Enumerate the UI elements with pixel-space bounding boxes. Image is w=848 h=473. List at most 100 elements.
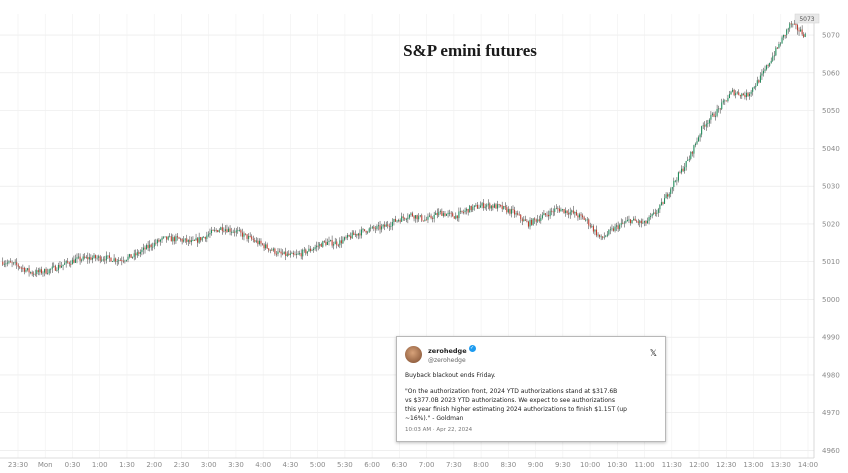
candle-body <box>705 123 707 127</box>
x-tick-label: 4:00 <box>255 461 271 469</box>
avatar <box>405 345 422 363</box>
y-tick-label: 5050 <box>822 107 840 115</box>
candle-body <box>360 229 363 236</box>
candle-body <box>129 254 131 257</box>
candle-body <box>469 205 471 213</box>
candle-body <box>232 231 234 233</box>
candle-body <box>3 263 5 265</box>
candle-body <box>687 159 689 162</box>
candle-body <box>99 256 101 261</box>
candle-body <box>603 236 605 238</box>
candle-body <box>540 218 542 221</box>
candle-body <box>124 260 126 262</box>
candle-body <box>102 259 104 261</box>
candle-body <box>517 213 519 215</box>
candle-body <box>398 220 400 221</box>
candle-body <box>676 180 678 182</box>
candle-series <box>2 19 806 278</box>
candle-body <box>187 239 189 242</box>
candle-body <box>215 229 217 231</box>
candle-body <box>16 262 18 265</box>
candle-body <box>142 247 145 250</box>
candle-body <box>367 231 369 233</box>
candle-body <box>524 219 526 221</box>
candle-body <box>172 237 174 242</box>
candle-body <box>248 235 250 239</box>
candle-body <box>252 239 254 241</box>
candle-body <box>770 60 772 64</box>
candle-body <box>336 241 338 246</box>
candle-body <box>631 220 633 224</box>
candle-body <box>150 244 152 248</box>
candle-body <box>370 227 372 229</box>
candle-body <box>572 210 574 214</box>
y-tick-label: 5030 <box>822 183 840 191</box>
candle-body <box>651 213 653 217</box>
candle-body <box>81 259 83 261</box>
candle-body <box>561 209 564 210</box>
candle-body <box>198 237 200 243</box>
candle-body <box>421 215 423 221</box>
candle-body <box>762 70 765 74</box>
candle-body <box>602 236 604 238</box>
candle-body <box>634 218 636 221</box>
candle-body <box>585 219 587 221</box>
candle-body <box>238 230 240 232</box>
candle-body <box>227 228 230 233</box>
candle-body <box>735 93 737 96</box>
candle-body <box>640 220 642 224</box>
candle-body <box>715 115 717 117</box>
candle-body <box>65 261 67 264</box>
candle-body <box>221 227 223 231</box>
candle-body <box>277 251 279 255</box>
candle-body <box>87 257 89 260</box>
candle-body <box>342 239 344 244</box>
candle-body <box>608 229 610 235</box>
candle-body <box>551 210 553 212</box>
candle-body <box>599 234 601 237</box>
y-tick-label: 5070 <box>822 32 840 40</box>
candle-body <box>266 244 268 249</box>
candle-body <box>612 228 615 231</box>
y-tick-label: 4970 <box>822 409 840 417</box>
candle-body <box>673 180 675 187</box>
candle-body <box>408 214 410 218</box>
candle-body <box>793 23 795 25</box>
candle-body <box>622 222 624 224</box>
candle-body <box>680 168 683 173</box>
candle-body <box>541 215 543 219</box>
candle-body <box>750 91 752 94</box>
candle-body <box>589 225 591 227</box>
candle-body <box>62 264 64 267</box>
candle-body <box>158 239 160 242</box>
candle-body <box>786 29 788 36</box>
candle-body <box>779 43 782 45</box>
candle-body <box>574 212 576 214</box>
candle-body <box>685 161 687 168</box>
candle-body <box>364 229 366 231</box>
candle-body <box>76 257 78 259</box>
candle-body <box>323 241 325 242</box>
candle-body <box>575 212 577 216</box>
candle-body <box>708 119 710 124</box>
candle-body <box>90 257 92 260</box>
candle-body <box>263 244 265 249</box>
candle-body <box>571 210 573 212</box>
candle-body <box>668 193 670 197</box>
candle-body <box>438 212 440 216</box>
candle-body <box>260 240 262 244</box>
candle-body <box>305 249 307 254</box>
candle-body <box>523 219 525 222</box>
candle-body <box>619 224 621 229</box>
candle-body <box>379 225 381 230</box>
candle-body <box>402 216 404 218</box>
y-tick-label: 5040 <box>822 145 840 153</box>
x-tick-label: 9:00 <box>528 461 544 469</box>
candle-body <box>203 237 205 238</box>
candle-body <box>22 267 24 269</box>
candle-body <box>506 207 508 213</box>
x-tick-label: 12:00 <box>689 461 709 469</box>
candle-body <box>71 259 73 265</box>
candle-body <box>504 206 506 208</box>
candle-body <box>354 234 356 236</box>
